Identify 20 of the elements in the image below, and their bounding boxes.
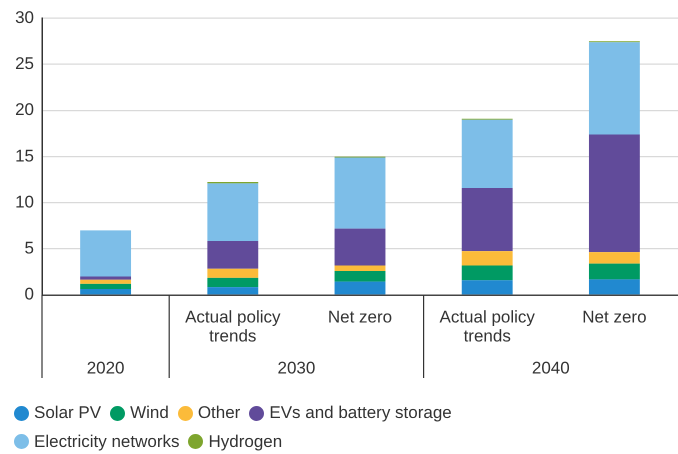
text: 2040 — [532, 358, 570, 378]
y-tick-label: 20 — [15, 100, 34, 120]
y-tick-label: 10 — [15, 192, 34, 212]
y-tick-label: 15 — [15, 146, 34, 166]
legend-label: Wind — [130, 402, 169, 424]
x-tick-label: Actual policy trends — [439, 308, 536, 346]
y-tick-label: 5 — [24, 238, 34, 258]
text: 2030 — [277, 358, 316, 378]
legend-label: Hydrogen — [208, 430, 282, 452]
legend-label: Electricity networks — [34, 430, 180, 452]
y-tick-label: 30 — [15, 8, 34, 27]
text: 2020 — [86, 358, 125, 378]
legend-label: Solar PV — [34, 402, 102, 424]
x-tick-label: Net zero — [328, 308, 392, 327]
y-tick-label: 25 — [15, 54, 34, 74]
y-tick-label: 0 — [24, 284, 34, 304]
legend-label: EVs and battery storage — [269, 402, 452, 424]
x-tick-label: Net zero — [582, 308, 647, 327]
legend-label: Other — [198, 402, 240, 424]
x-tick-label: Actual policy trends — [185, 308, 282, 346]
